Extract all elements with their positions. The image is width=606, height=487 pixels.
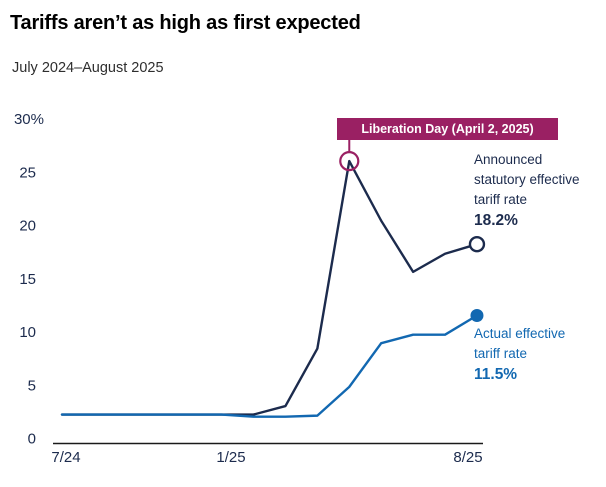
x-tick-label: 8/25 [453,449,482,466]
line-announced-statutory [60,159,479,416]
x-axis-labels: 7/24 1/25 8/25 [51,449,482,466]
announced-end-marker [468,235,486,253]
y-tick-label: 20 [19,218,36,235]
liberation-day-peak-marker [339,151,360,172]
y-tick-label: 15 [19,271,36,288]
actual-rate-value: 11.5% [474,366,518,383]
x-tick-label: 7/24 [51,449,80,466]
y-tick-label: 5 [28,377,36,394]
announced-rate-line-1: Announced [474,152,543,167]
actual-rate-line-2: tariff rate [474,346,528,361]
annotation-connector [339,140,360,172]
y-tick-label: 30% [14,111,44,128]
data-series [60,159,479,418]
y-tick-label: 10 [19,324,36,341]
y-axis-labels: 30% 25 20 15 10 5 0 [14,111,44,448]
line-actual-effective [60,314,479,418]
y-tick-label: 25 [19,164,36,181]
y-tick-label: 0 [28,431,36,448]
announced-rate-line-2: statutory effective [474,172,580,187]
actual-rate-line-1: Actual effective [474,326,566,341]
announced-rate-value: 18.2% [474,212,518,229]
chart-subtitle: July 2024–August 2025 [12,60,164,76]
announced-rate-label: Announced statutory effective tariff rat… [474,150,580,231]
data-point-markers [468,235,486,323]
actual-rate-label: Actual effective tariff rate 11.5% [474,324,565,385]
announced-rate-line-3: tariff rate [474,192,528,207]
chart-title: Tariffs aren’t as high as first expected [10,12,361,34]
x-tick-label: 1/25 [216,449,245,466]
liberation-day-badge: Liberation Day (April 2, 2025) [337,118,558,140]
actual-end-marker [470,309,484,323]
